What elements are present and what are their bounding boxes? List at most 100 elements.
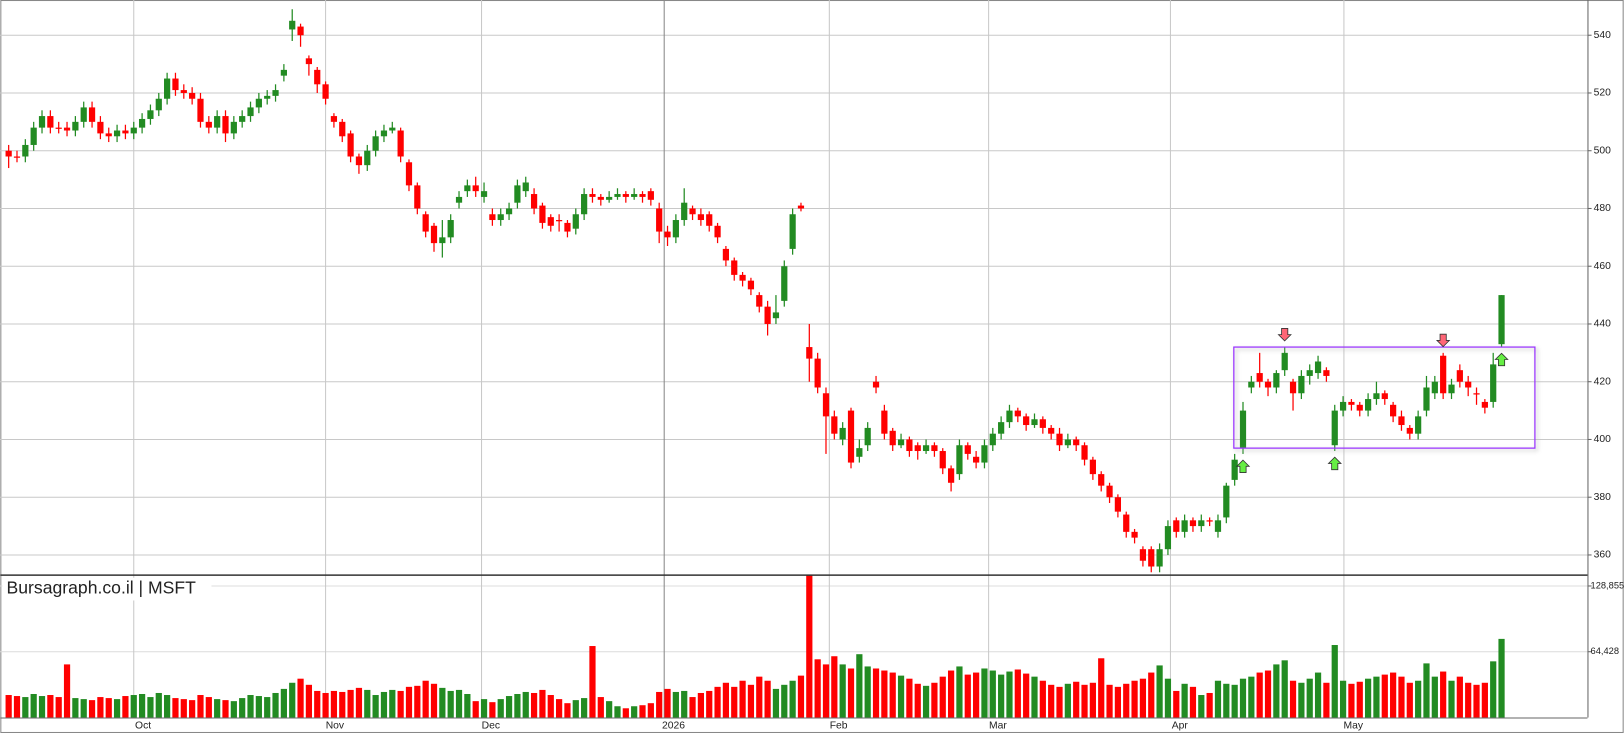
x-tick-label: Nov [326, 720, 345, 731]
y-tick-label: 420 [1594, 376, 1612, 387]
candle-body [347, 133, 354, 157]
volume-bar [522, 691, 529, 718]
candle-body [1231, 459, 1238, 480]
candle-body [1223, 485, 1230, 518]
candle-body [80, 107, 87, 122]
candle-body [339, 121, 346, 137]
volume-bar [1256, 672, 1263, 718]
candle-body [922, 445, 930, 452]
volume-bar [514, 693, 521, 718]
volume-bar [1114, 686, 1122, 718]
volume-bar [1139, 678, 1147, 718]
candle-body [1314, 361, 1322, 374]
candle-body [1423, 387, 1430, 411]
volume-bar [530, 692, 538, 718]
candle-body [722, 248, 730, 261]
candle-body [872, 381, 880, 388]
candle-body [372, 136, 379, 151]
y-tick-label: 380 [1594, 492, 1612, 503]
volume-bar [1106, 684, 1113, 718]
volume-bar [1164, 678, 1172, 718]
volume-bar [264, 697, 271, 718]
volume-bar [189, 700, 196, 718]
volume-bar [1198, 695, 1205, 718]
volume-bar [1148, 672, 1155, 718]
volume-bar [931, 682, 938, 718]
volume-bar [1331, 645, 1338, 718]
volume-bar [1039, 680, 1046, 718]
volume-bar [1281, 660, 1288, 718]
candle-body [1373, 393, 1380, 400]
candle-body [47, 116, 54, 128]
volume-bar [72, 698, 79, 718]
candle-body [989, 433, 996, 446]
candle-body [13, 156, 21, 158]
volume-bar [906, 678, 913, 718]
candle-body [1073, 439, 1080, 446]
volume-bar [1423, 663, 1430, 718]
volume-bar [155, 692, 162, 718]
volume-bar [622, 708, 629, 718]
candle-body [564, 222, 571, 232]
volume-bar [180, 699, 187, 718]
candle-body [355, 156, 363, 166]
candle-body [897, 439, 905, 446]
candle-body [1031, 419, 1038, 426]
volume-bar [1306, 678, 1313, 718]
volume-bar [147, 697, 154, 718]
volume-bar [856, 654, 863, 718]
volume-bar [881, 670, 888, 718]
volume-bar [581, 698, 588, 718]
candle-body [138, 118, 146, 128]
volume-bar [797, 675, 805, 718]
volume-bar [38, 696, 46, 718]
candle-body [697, 214, 704, 221]
chart-title: Bursagraph.co.il | MSFT [7, 578, 197, 598]
volume-bar [1323, 682, 1330, 718]
candle-body [706, 214, 713, 226]
candle-body [572, 214, 579, 229]
candle-body [105, 133, 112, 137]
volume-bar [589, 646, 596, 718]
volume-bar [339, 691, 346, 718]
volume-bar [973, 672, 980, 718]
candle-body [530, 194, 538, 209]
candle-body [631, 194, 638, 197]
volume-bar [380, 691, 388, 718]
volume-bar [1431, 676, 1438, 718]
candle-body [5, 150, 12, 157]
candle-body [1490, 364, 1497, 402]
volume-bar [1364, 678, 1372, 718]
candle-body [264, 95, 271, 99]
title-bg [2, 577, 212, 601]
volume-bar [364, 689, 371, 718]
volume-bar [97, 697, 104, 718]
volume-bar [998, 674, 1005, 718]
volume-bar [389, 689, 396, 718]
candle-body [581, 194, 588, 215]
candle-body [981, 445, 988, 463]
volume-bar [547, 695, 554, 718]
volume-bar [1223, 683, 1230, 718]
volume-bar [239, 698, 246, 718]
candle-body [1098, 474, 1105, 486]
volume-bar [647, 703, 654, 718]
volume-bar [305, 684, 313, 718]
candle-body [606, 196, 613, 200]
volume-bar [247, 695, 254, 718]
candle-body [556, 220, 563, 222]
v-tick-label: 64,428 [1591, 646, 1619, 656]
volume-bar [839, 664, 846, 718]
candle-body [672, 220, 679, 238]
volume-bar [872, 668, 880, 718]
candle-body [380, 130, 388, 137]
volume-bar [922, 685, 930, 718]
candle-body [731, 260, 738, 275]
candle-body [122, 130, 129, 134]
volume-bar [422, 680, 429, 718]
candle-body [1481, 401, 1488, 408]
candle-body [255, 98, 262, 108]
candle-body [330, 116, 338, 122]
volume-bar [480, 699, 488, 718]
